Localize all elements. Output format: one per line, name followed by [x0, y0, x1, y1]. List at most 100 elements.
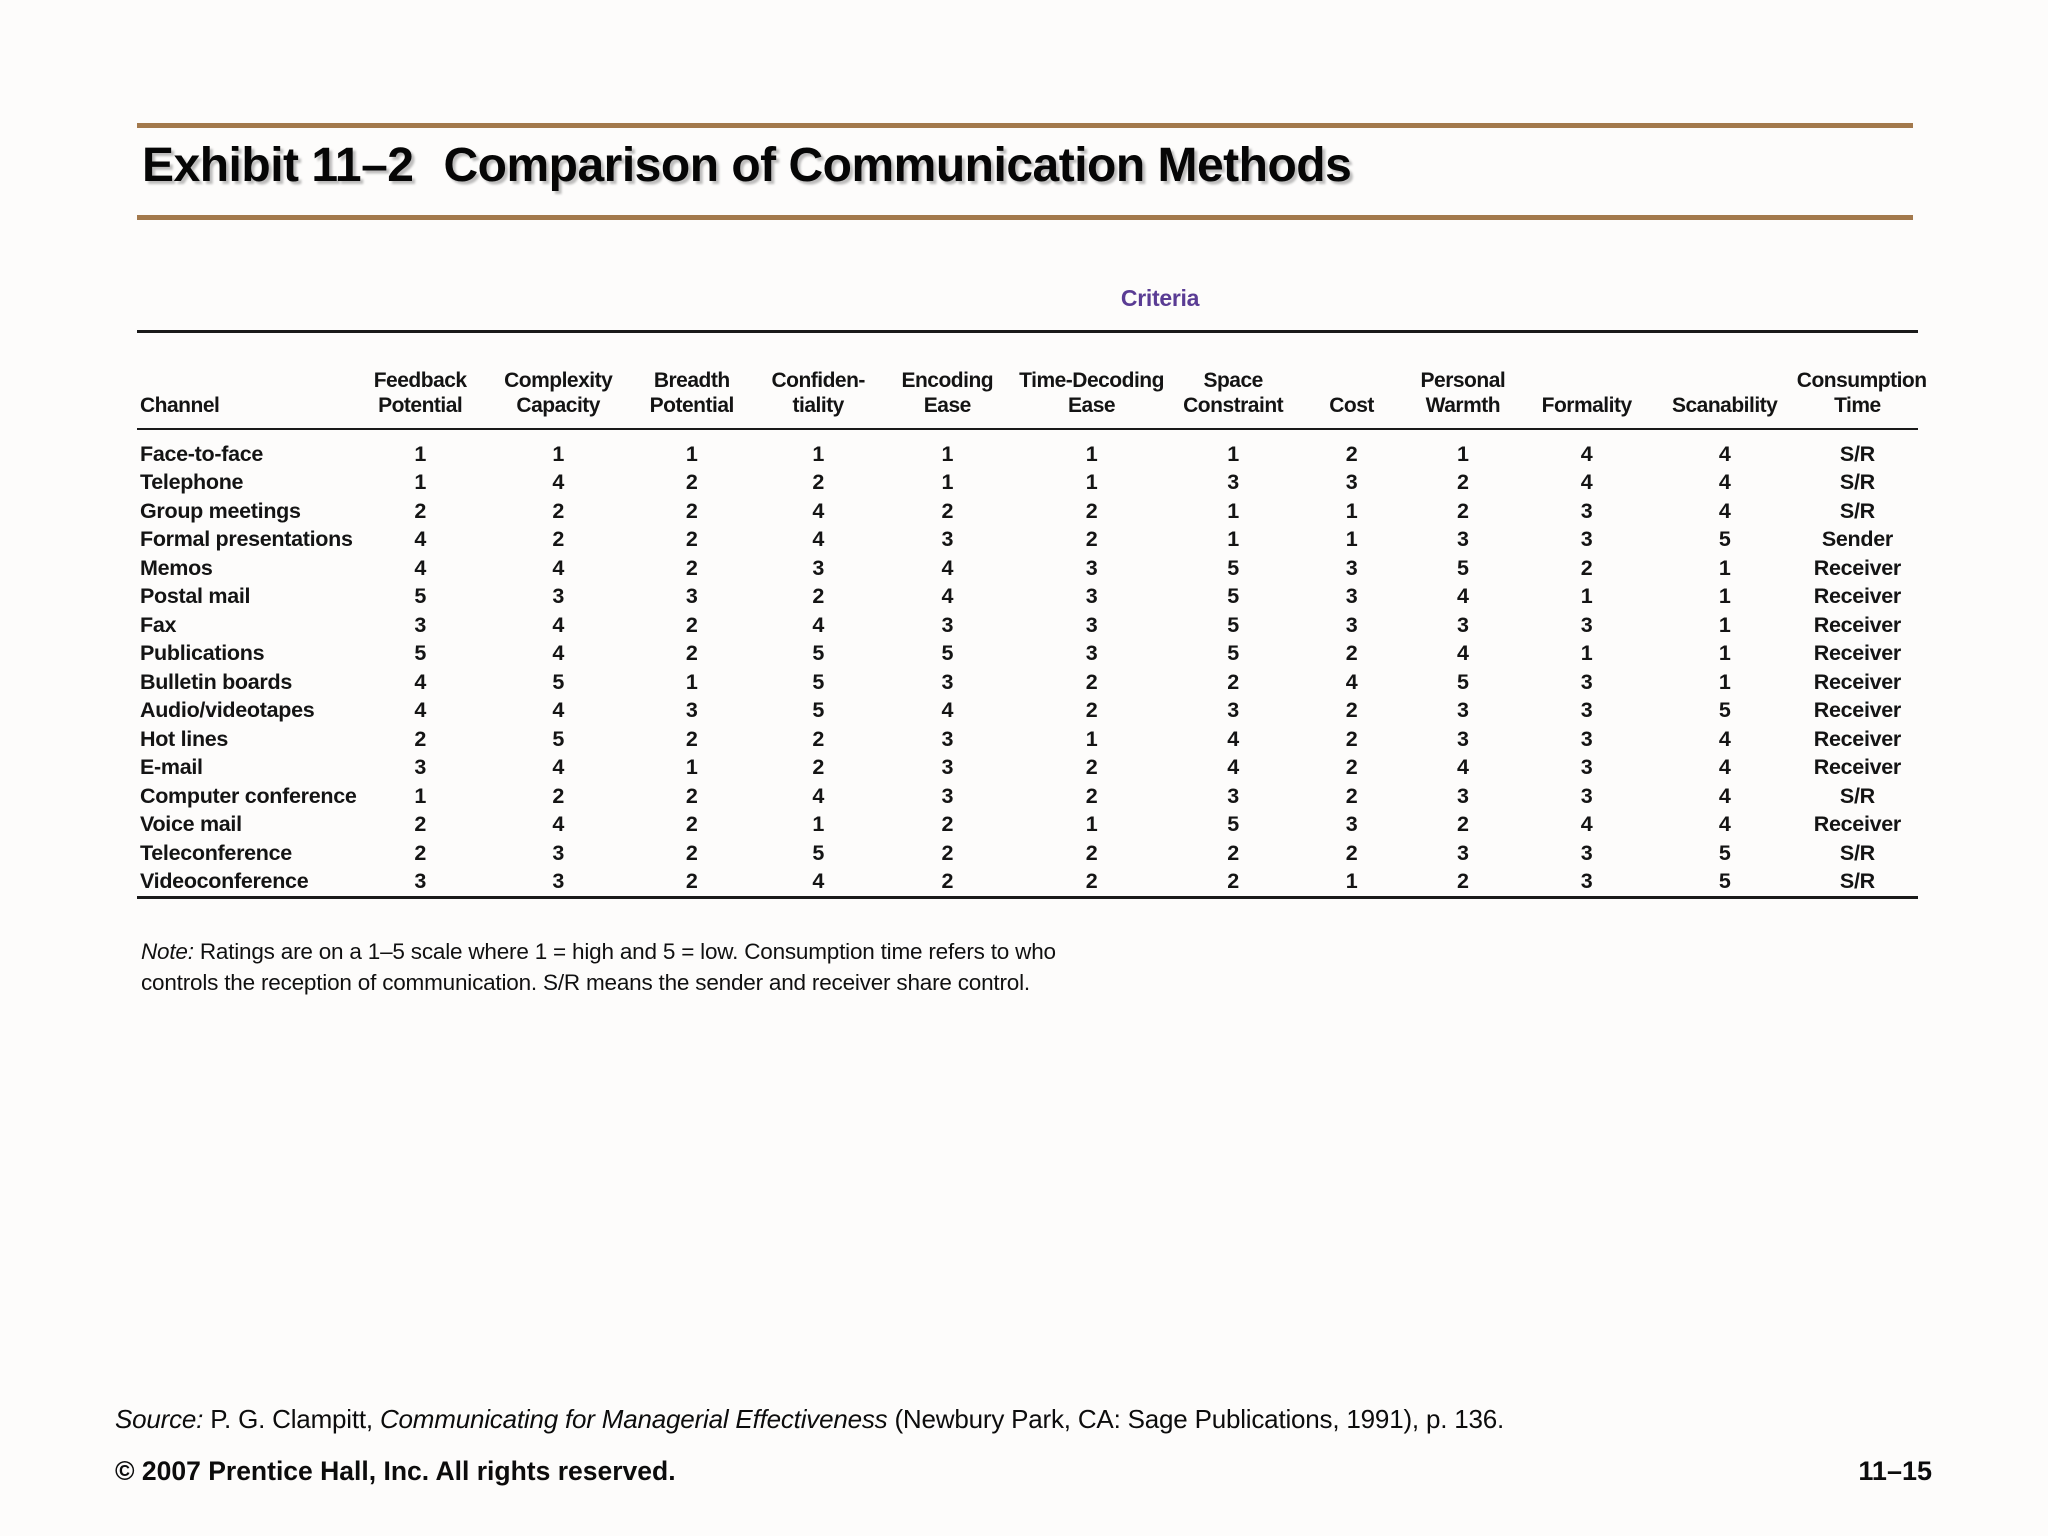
column-header: Consumption Time — [1796, 331, 1927, 430]
rating-cell: 1 — [1580, 641, 1593, 666]
rating-cell: Receiver — [1813, 612, 1902, 637]
channel-cell: Videoconference — [140, 869, 309, 894]
column-header: Cost — [1298, 331, 1405, 430]
rating-cell: 3 — [552, 869, 565, 894]
rating-cell: 3 — [685, 584, 698, 609]
source-publisher: (Newbury Park, CA: Sage Publications, 19… — [887, 1404, 1505, 1434]
rating-cell: 5 — [812, 669, 825, 694]
rating-cell: 3 — [1457, 726, 1469, 751]
rating-cell: 2 — [1345, 726, 1358, 751]
rating-cell: 3 — [1457, 612, 1469, 637]
comparison-table: Channel Feedback Potential Complexity Capaci… — [137, 330, 1927, 899]
column-header: Space Constraint — [1168, 331, 1299, 430]
table-row: Publications 5 4 2 5 5 3 5 2 4 1 1 Receiver — [137, 639, 1918, 668]
rating-cell: S/R — [1839, 470, 1875, 495]
rating-cell: 5 — [1457, 669, 1469, 694]
rating-cell: 3 — [1345, 470, 1358, 495]
exhibit-number: Exhibit 11–2 — [142, 139, 414, 192]
rating-cell: 1 — [1085, 470, 1098, 495]
channel-cell: Group meetings — [140, 498, 301, 523]
column-header: Confiden-tiality — [756, 331, 880, 430]
rating-cell: 4 — [812, 869, 825, 894]
rating-cell: 5 — [1227, 641, 1239, 666]
rating-cell: 4 — [1580, 470, 1593, 495]
rating-cell: S/R — [1839, 498, 1875, 523]
criteria-group-label: Criteria — [1120, 285, 1200, 311]
column-header: Personal Warmth — [1405, 331, 1521, 430]
rating-cell: 3 — [1085, 584, 1098, 609]
rating-cell: 2 — [685, 726, 698, 751]
rating-cell: 2 — [1085, 498, 1098, 523]
rating-cell: Receiver — [1813, 698, 1902, 723]
rating-cell: 4 — [812, 783, 825, 808]
rating-cell: 4 — [552, 612, 565, 637]
rating-cell: S/R — [1839, 783, 1875, 808]
rating-cell: 4 — [1580, 812, 1593, 837]
rating-cell: 4 — [552, 641, 565, 666]
rating-cell: 2 — [1457, 812, 1469, 837]
rating-cell: Receiver — [1813, 584, 1902, 609]
rating-cell: 2 — [685, 470, 698, 495]
rating-cell: 1 — [414, 783, 427, 808]
rating-cell: 5 — [812, 840, 825, 865]
rating-cell: 2 — [552, 783, 565, 808]
title-rule-top — [137, 123, 1913, 128]
rating-cell: 4 — [1227, 726, 1239, 751]
table-row: Computer conference 1 2 2 4 3 2 3 2 3 3 4 S/R — [137, 782, 1918, 811]
rating-cell: 5 — [552, 669, 565, 694]
title-rule-bottom — [137, 215, 1913, 220]
table-row: Voice mail 2 4 2 1 2 1 5 3 2 4 4 Receiver — [137, 810, 1918, 839]
rating-cell: 2 — [812, 726, 825, 751]
rating-cell: 3 — [414, 612, 427, 637]
rating-cell: Receiver — [1813, 726, 1902, 751]
rating-cell: 1 — [812, 441, 825, 466]
rating-cell: Receiver — [1813, 755, 1902, 780]
channel-cell: Publications — [140, 641, 265, 666]
rating-cell: Receiver — [1813, 812, 1902, 837]
rating-cell: 3 — [1580, 498, 1593, 523]
rating-cell: 2 — [1085, 840, 1098, 865]
rating-cell: 2 — [685, 555, 698, 580]
title-text: Comparison of Communication Methods — [443, 139, 1352, 192]
rating-cell: 1 — [414, 470, 427, 495]
rating-cell: 3 — [1580, 527, 1593, 552]
channel-cell: E-mail — [140, 755, 203, 780]
table-row: Hot lines 2 5 2 2 3 1 4 2 3 3 4 Receiver — [137, 725, 1918, 754]
channel-cell: Bulletin boards — [140, 669, 292, 694]
rating-cell: 1 — [941, 441, 954, 466]
header-row: Channel Feedback Potential Complexity Capaci… — [137, 331, 1927, 430]
rating-cell: 4 — [552, 555, 565, 580]
rating-cell: 4 — [1718, 755, 1731, 780]
rating-cell: 2 — [812, 755, 825, 780]
table-body: Face-to-face 1 1 1 1 1 1 1 2 1 4 4 S/R Telephone 1 4 2 2 1… — [137, 429, 1918, 898]
source-author: P. G. Clampitt, — [203, 1404, 380, 1434]
rating-cell: 3 — [1345, 584, 1358, 609]
rating-cell: 3 — [685, 698, 698, 723]
rating-cell: 1 — [812, 812, 825, 837]
rating-cell: 2 — [1580, 555, 1593, 580]
rating-cell: 2 — [1227, 840, 1239, 865]
rating-cell: 4 — [1457, 584, 1469, 609]
rating-cell: 1 — [1718, 612, 1731, 637]
rating-cell: 4 — [552, 812, 565, 837]
rating-cell: 2 — [941, 840, 954, 865]
column-header: Breadth Potential — [626, 331, 757, 430]
rating-cell: 4 — [414, 555, 427, 580]
rating-cell: 1 — [1085, 441, 1098, 466]
table-row: Teleconference 2 3 2 5 2 2 2 2 3 3 5 S/R — [137, 839, 1918, 868]
rating-cell: 2 — [1457, 470, 1469, 495]
rating-cell: 2 — [1345, 783, 1358, 808]
channel-cell: Postal mail — [140, 584, 251, 609]
rating-cell: 4 — [552, 755, 565, 780]
rating-cell: 4 — [1457, 641, 1469, 666]
rating-cell: 2 — [1345, 698, 1358, 723]
rating-cell: 3 — [414, 755, 427, 780]
column-header: Feedback Potential — [350, 331, 490, 430]
rating-cell: 2 — [414, 812, 427, 837]
source-book-title: Communicating for Managerial Effectivene… — [379, 1404, 888, 1434]
column-header: Scanability — [1652, 331, 1797, 430]
rating-cell: 2 — [685, 840, 698, 865]
rating-cell: 2 — [552, 498, 565, 523]
rating-cell: 3 — [1345, 812, 1358, 837]
